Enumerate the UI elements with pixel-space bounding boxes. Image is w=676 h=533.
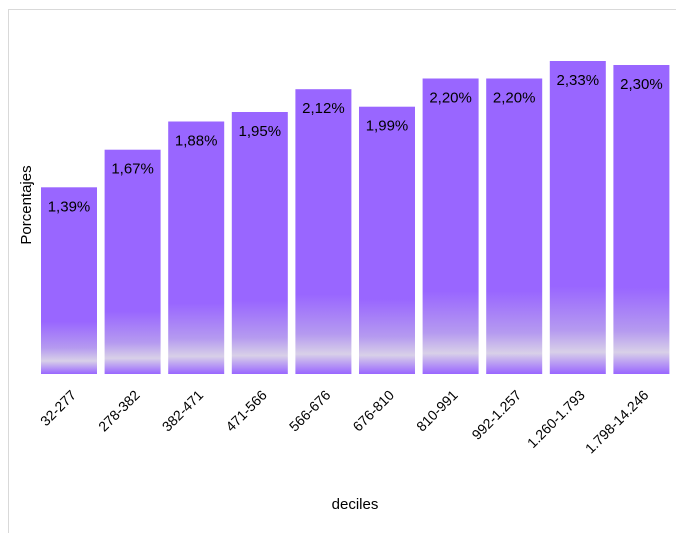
bar-1-798-14-246	[613, 65, 670, 374]
bar-1-260-1-793	[549, 61, 606, 374]
x-tick-1-260-1-793: 1.260-1.793	[524, 387, 588, 451]
bar-382-471	[168, 121, 225, 374]
data-labels-group: 1,39% 1,67% 1,88% 1,95% 2,12% 1,99% 2,20% 2,20%…	[48, 72, 663, 215]
data-label-1-260-1-793: 2,33%	[557, 72, 600, 89]
data-label-566-676: 2,12%	[302, 100, 345, 117]
bar-32-277	[41, 187, 97, 374]
bar-471-566	[231, 112, 288, 374]
data-label-382-471: 1,88%	[175, 133, 218, 150]
x-axis-label: deciles	[332, 496, 379, 513]
x-tick-278-382: 278-382	[95, 387, 143, 435]
data-label-278-382: 1,67%	[111, 161, 154, 178]
data-label-1-798-14-246: 2,30%	[620, 76, 663, 93]
x-tick-471-566: 471-566	[222, 387, 270, 435]
data-label-471-566: 1,95%	[239, 123, 282, 140]
data-label-810-991: 2,20%	[429, 90, 472, 107]
data-label-676-810: 1,99%	[366, 118, 409, 135]
x-tick-382-471: 382-471	[159, 387, 207, 435]
bar-676-810	[359, 106, 415, 374]
bar-566-676	[295, 89, 352, 374]
y-axis-label: Porcentajes	[18, 165, 35, 244]
x-tick-992-1-257: 992-1.257	[468, 387, 524, 443]
x-tick-32-277: 32-277	[37, 387, 79, 429]
bar-810-991	[422, 78, 479, 374]
bar-278-382	[104, 149, 161, 374]
chart-frame	[8, 9, 676, 533]
x-tick-676-810: 676-810	[349, 387, 397, 435]
data-label-992-1-257: 2,20%	[493, 90, 536, 107]
x-tick-1-798-14-246: 1.798-14.246	[582, 387, 652, 457]
x-tick-566-676: 566-676	[286, 387, 334, 435]
x-tick-labels-group: 32-277 278-382 382-471 471-566 566-676 676-81…	[37, 387, 652, 457]
x-tick-810-991: 810-991	[413, 387, 461, 435]
data-label-32-277: 1,39%	[48, 198, 91, 215]
bar-992-1-257	[486, 78, 543, 374]
bars-group	[41, 61, 670, 374]
